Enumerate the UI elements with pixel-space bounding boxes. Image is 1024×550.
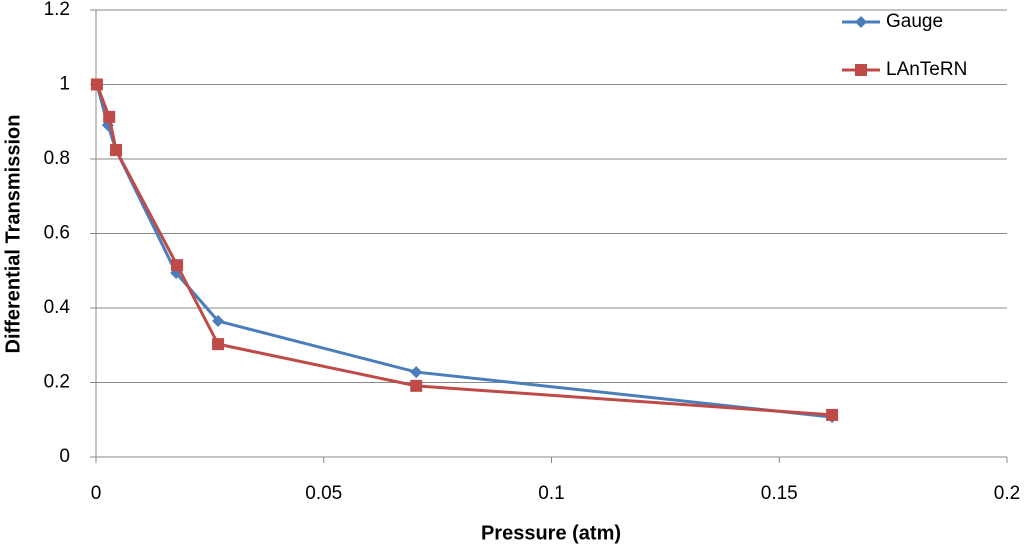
y-tick-label: 1 [59,74,70,95]
x-tick-label: 0 [91,483,102,504]
y-tick-label: 0.4 [44,297,71,318]
x-axis-title: Pressure (atm) [481,522,621,544]
y-tick-label: 0.8 [44,148,70,169]
x-tick-label: 0.1 [538,483,564,504]
marker [212,315,225,328]
marker [212,338,225,351]
marker [410,366,423,379]
marker [855,16,867,28]
series-line [95,83,833,417]
marker [103,110,116,123]
series-line [95,84,833,419]
x-tick-label: 0.15 [761,483,798,504]
x-tick-label: 0.2 [994,483,1020,504]
marker [90,78,103,91]
y-axis-title: Differential Transmission [2,115,24,354]
marker [171,259,184,272]
marker [855,64,867,76]
marker [410,379,423,392]
legend-label: LAnTeRN [886,59,967,80]
marker [110,144,123,157]
y-tick-label: 0 [59,446,70,467]
legend-label: Gauge [886,11,943,32]
marker [826,408,839,421]
y-tick-label: 1.2 [44,0,70,20]
x-tick-label: 0.05 [305,483,342,504]
y-tick-label: 0.2 [44,372,70,393]
y-tick-label: 0.6 [44,223,70,244]
